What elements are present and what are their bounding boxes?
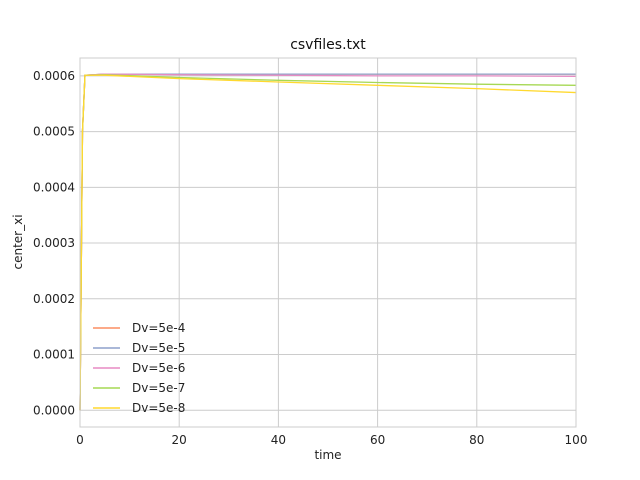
y-axis-label: center_xi <box>11 214 25 269</box>
series-line-0 <box>79 73 576 411</box>
x-tick-label: 80 <box>469 433 484 447</box>
y-tick-label: 0.0001 <box>33 348 75 362</box>
tick-labels: 0 20 40 60 80 100 0.0000 0.0001 0.0002 0.0003 0.00… <box>33 69 587 447</box>
x-tick-label: 60 <box>370 433 385 447</box>
y-tick-label: 0.0003 <box>33 236 75 250</box>
legend-label: Dv=5e-5 <box>132 341 185 355</box>
series-line-4 <box>79 74 577 411</box>
plot-frame <box>79 57 577 428</box>
x-tick-label: 40 <box>271 433 286 447</box>
y-tick-label: 0.0004 <box>33 180 75 194</box>
legend-label: Dv=5e-7 <box>132 381 185 395</box>
legend-label: Dv=5e-4 <box>132 321 185 335</box>
y-tick-label: 0.0006 <box>33 69 75 83</box>
x-tick-label: 0 <box>76 433 84 447</box>
chart-title: csvfiles.txt <box>290 37 366 53</box>
legend: Dv=5e-4 Dv=5e-5 Dv=5e-6 Dv=5e-7 Dv=5e-8 <box>93 321 185 415</box>
x-tick-label: 20 <box>172 433 187 447</box>
y-tick-label: 0.0005 <box>33 125 75 139</box>
x-tick-label: 100 <box>565 433 588 447</box>
x-axis-label: time <box>314 448 341 462</box>
y-tick-label: 0.0000 <box>33 403 75 417</box>
series-line-3 <box>79 74 577 411</box>
y-tick-label: 0.0002 <box>33 292 75 306</box>
legend-label: Dv=5e-6 <box>132 361 185 375</box>
legend-label: Dv=5e-8 <box>132 401 185 415</box>
series-line-1 <box>79 73 576 411</box>
series-lines <box>79 73 577 411</box>
series-line-2 <box>79 73 577 411</box>
